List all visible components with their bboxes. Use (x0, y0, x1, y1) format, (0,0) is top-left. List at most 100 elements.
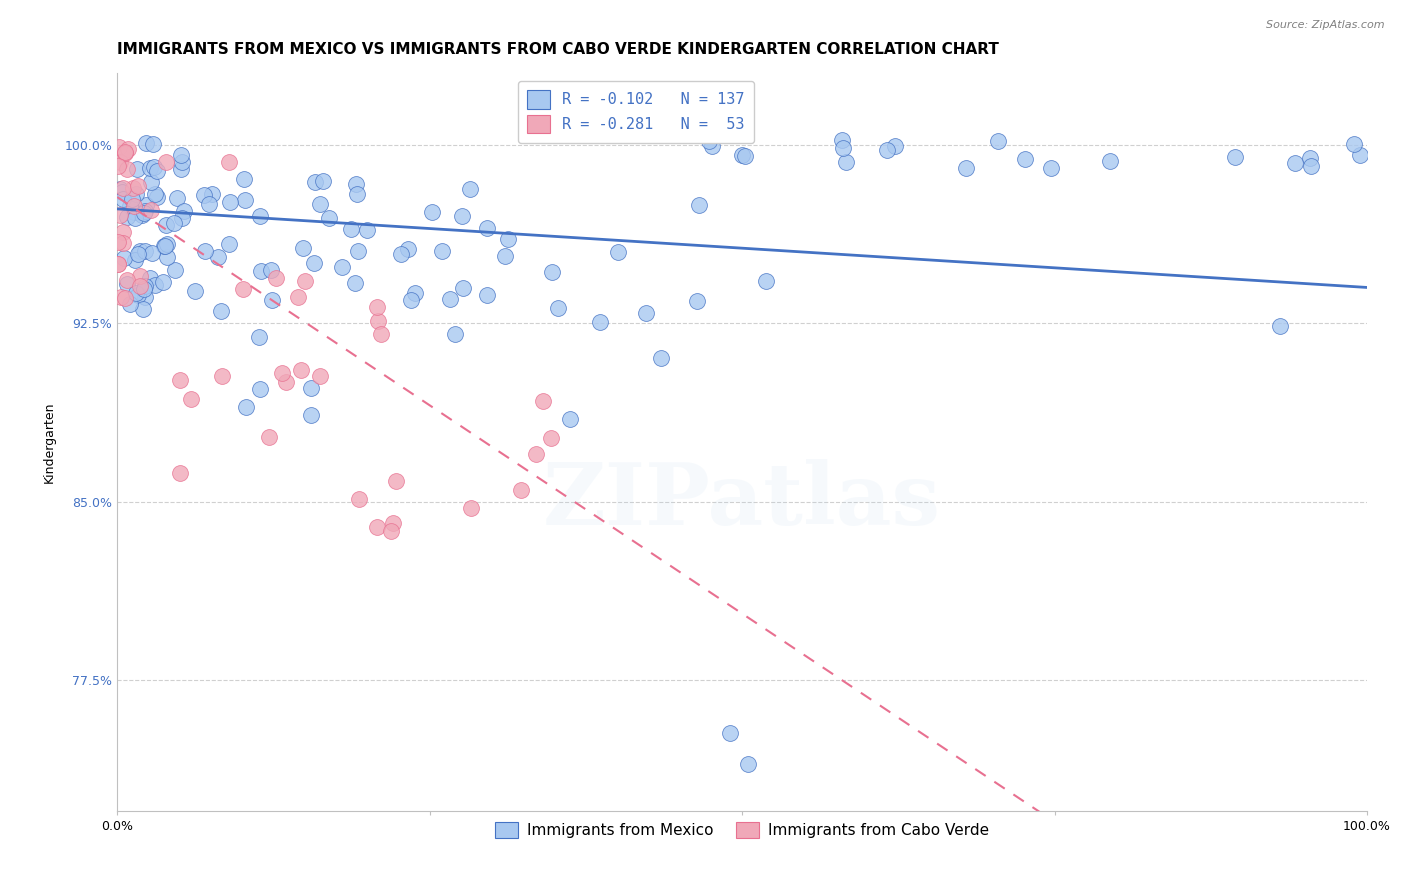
Point (235, 400, 257, 414)
Point (117, 142, 139, 156)
Point (344, 276, 367, 290)
Point (475, 221, 498, 235)
Point (299, 408, 322, 422)
Point (163, 263, 186, 277)
Point (299, 381, 322, 395)
Point (607, 245, 630, 260)
Point (135, 198, 157, 212)
Point (117, 210, 139, 224)
Point (1343, 136, 1365, 151)
Point (122, 205, 145, 219)
Point (139, 161, 162, 176)
Point (127, 288, 149, 302)
Point (404, 285, 426, 300)
Point (330, 260, 353, 275)
Point (389, 247, 412, 261)
Point (128, 244, 150, 258)
Point (260, 263, 283, 277)
Point (439, 292, 461, 306)
Point (1284, 156, 1306, 170)
Point (128, 268, 150, 283)
Point (650, 351, 672, 365)
Point (346, 186, 368, 201)
Point (127, 247, 149, 261)
Point (111, 225, 134, 239)
Point (153, 239, 176, 253)
Point (396, 242, 419, 256)
Point (110, 207, 132, 221)
Point (734, 149, 756, 163)
Point (347, 492, 370, 507)
Point (380, 524, 402, 538)
Point (249, 209, 271, 223)
Point (304, 175, 326, 189)
Point (450, 209, 472, 223)
Point (155, 218, 177, 232)
Point (134, 278, 156, 293)
Point (139, 203, 162, 218)
Point (1099, 153, 1122, 168)
Point (589, 314, 612, 328)
Point (367, 313, 389, 327)
Point (115, 277, 138, 292)
Point (688, 198, 710, 212)
Point (107, 257, 129, 271)
Point (117, 273, 139, 287)
Point (444, 326, 467, 341)
Point (169, 373, 191, 387)
Point (835, 155, 858, 169)
Point (131, 301, 153, 316)
Point (124, 252, 146, 267)
Point (108, 155, 131, 169)
Point (184, 285, 207, 299)
Point (134, 206, 156, 220)
Point (699, 134, 721, 148)
Point (831, 133, 853, 147)
Point (702, 138, 724, 153)
Point (451, 280, 474, 294)
Point (370, 326, 392, 341)
Point (634, 306, 657, 320)
Point (132, 282, 155, 296)
Point (125, 286, 148, 301)
Point (120, 297, 142, 311)
Point (110, 290, 132, 304)
Point (250, 263, 273, 277)
Legend: Immigrants from Mexico, Immigrants from Cabo Verde: Immigrants from Mexico, Immigrants from … (489, 816, 995, 844)
Point (193, 187, 215, 202)
Point (420, 204, 443, 219)
Point (356, 223, 378, 237)
Point (1268, 318, 1291, 333)
Point (1014, 152, 1036, 166)
Point (458, 181, 481, 195)
Point (401, 293, 423, 307)
Point (153, 238, 176, 252)
Point (117, 161, 139, 176)
Point (134, 204, 156, 219)
Point (347, 244, 370, 259)
Point (156, 251, 179, 265)
Point (114, 145, 136, 159)
Point (219, 194, 242, 209)
Point (755, 274, 778, 288)
Point (110, 182, 132, 196)
Point (172, 154, 194, 169)
Point (143, 186, 166, 201)
Point (146, 190, 169, 204)
Point (460, 500, 482, 515)
Point (496, 232, 519, 246)
Point (169, 466, 191, 480)
Point (731, 148, 754, 162)
Point (121, 193, 143, 207)
Point (131, 207, 153, 221)
Point (142, 160, 165, 174)
Point (547, 301, 569, 315)
Point (524, 447, 547, 461)
Point (955, 161, 977, 176)
Point (987, 134, 1010, 148)
Point (125, 161, 148, 176)
Point (737, 756, 759, 771)
Point (247, 330, 270, 344)
Point (318, 211, 340, 225)
Point (232, 171, 254, 186)
